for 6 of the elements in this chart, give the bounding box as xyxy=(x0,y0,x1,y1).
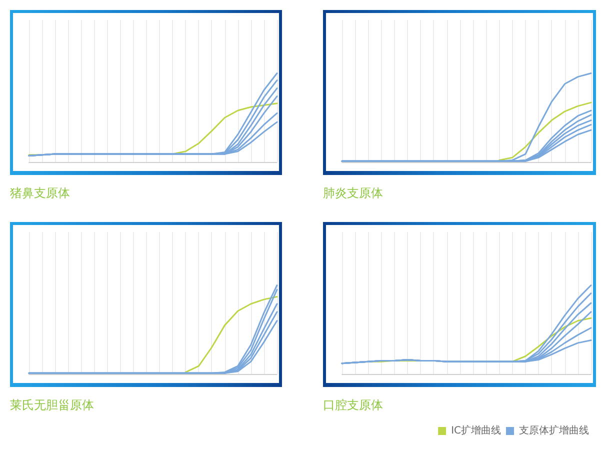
legend-label: 支原体扩增曲线 xyxy=(519,424,589,436)
text: 肺炎支原体 xyxy=(323,186,383,201)
legend-label: IC扩增曲线 xyxy=(451,424,502,436)
text: 口腔支原体 xyxy=(323,398,383,413)
text: 猪鼻支原体 xyxy=(10,186,70,201)
text: 莱氏无胆甾原体 xyxy=(10,398,94,413)
